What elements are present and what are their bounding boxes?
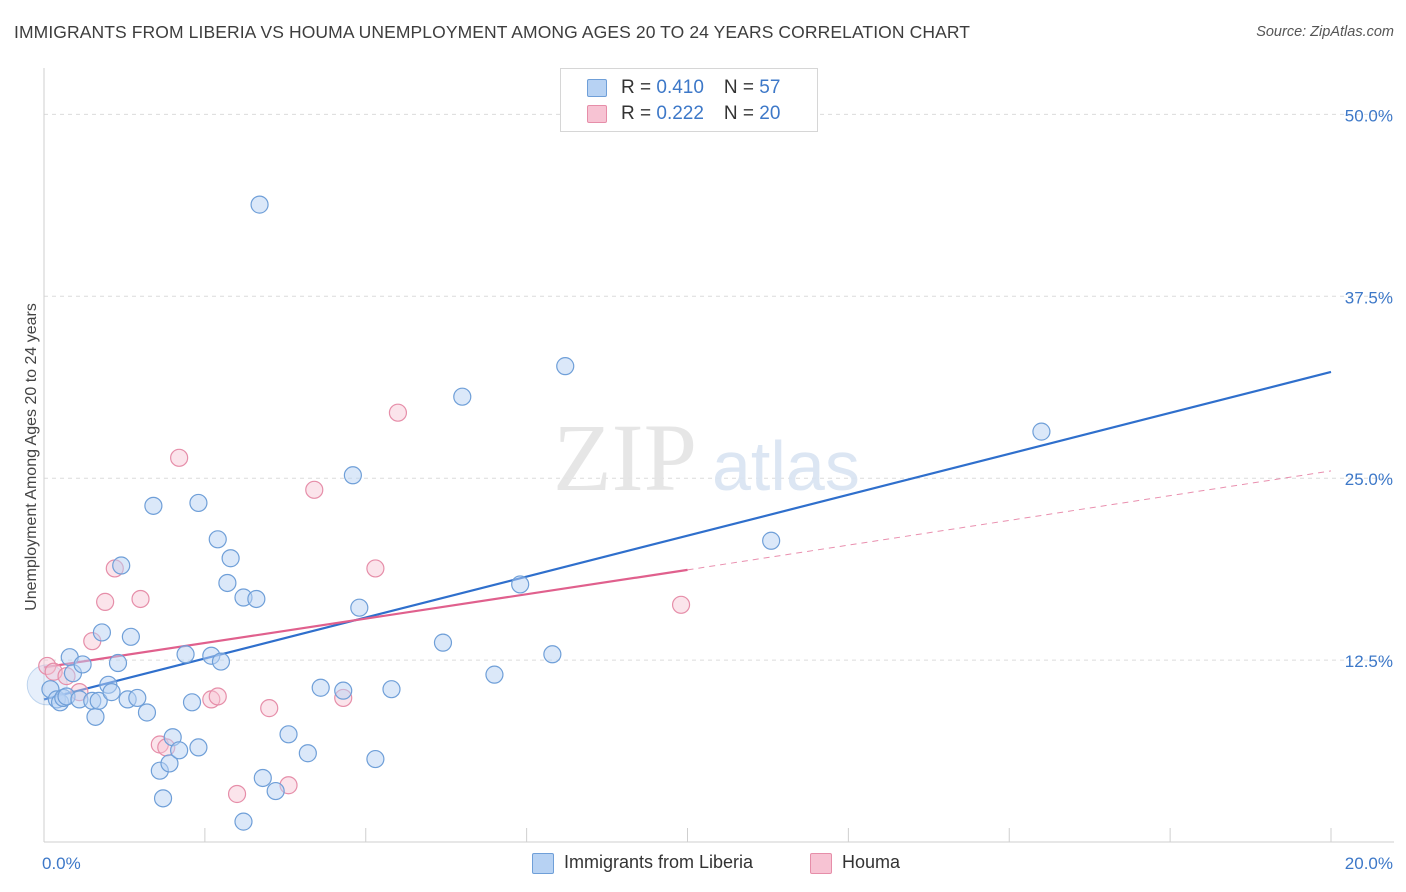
- data-point-liberia: [160, 754, 179, 773]
- bottom-legend-swatch-blue: [532, 853, 554, 874]
- data-point-liberia: [485, 665, 504, 684]
- data-point-liberia: [250, 195, 269, 214]
- data-point-liberia: [89, 691, 108, 710]
- legend-r-value: 0.222: [656, 103, 704, 124]
- data-point-liberia: [343, 466, 362, 485]
- trend-lines: [43, 370, 1332, 701]
- data-point-liberia: [334, 681, 353, 700]
- data-point-liberia: [153, 789, 173, 808]
- data-point-liberia: [170, 741, 189, 760]
- data-point-liberia: [279, 725, 298, 744]
- y-tick-label: 12.5%: [1345, 652, 1393, 671]
- data-point-liberia: [121, 627, 140, 646]
- legend-swatch-blue: [587, 79, 607, 97]
- y-tick-label: 50.0%: [1345, 106, 1393, 125]
- data-point-liberia: [221, 549, 240, 568]
- y-tick-label: 37.5%: [1345, 288, 1393, 307]
- bottom-legend-swatch-pink: [810, 853, 832, 874]
- legend-n-label: N =: [723, 77, 760, 98]
- watermark-atlas: atlas: [712, 427, 860, 505]
- data-point-houma: [305, 480, 324, 499]
- data-point-liberia: [102, 683, 121, 702]
- legend-n-value: 57: [759, 77, 781, 98]
- legend-r-label: R =: [621, 77, 657, 98]
- data-point-liberia: [128, 688, 147, 708]
- legend-n-value: 20: [759, 103, 781, 124]
- correlation-legend: R = 0.410 N = 57 R = 0.222 N = 20: [560, 68, 818, 132]
- data-point-liberia: [298, 744, 317, 763]
- y-tick-label: 25.0%: [1345, 470, 1393, 489]
- data-point-houma: [227, 784, 247, 804]
- x-tick-label: 20.0%: [1345, 854, 1393, 873]
- data-point-houma: [671, 595, 691, 614]
- data-point-liberia: [208, 530, 227, 549]
- data-point-liberia: [266, 781, 285, 801]
- data-point-liberia: [182, 693, 202, 712]
- chart-title: IMMIGRANTS FROM LIBERIA VS HOUMA UNEMPLO…: [14, 22, 971, 42]
- x-tick-label: 0.0%: [42, 854, 81, 873]
- data-point-liberia: [108, 653, 128, 673]
- data-point-houma: [260, 699, 279, 718]
- trend-line-liberia: [43, 370, 1332, 701]
- data-point-houma: [96, 592, 115, 611]
- data-point-liberia: [92, 623, 112, 642]
- data-point-liberia: [350, 598, 369, 617]
- data-point-liberia: [176, 645, 195, 664]
- data-point-liberia: [218, 573, 237, 593]
- grid-lines: [44, 113, 1394, 661]
- data-point-liberia: [311, 678, 330, 697]
- data-point-liberia: [556, 357, 575, 376]
- source-label: Source: ZipAtlas.com: [1256, 24, 1394, 40]
- data-point-houma: [366, 559, 385, 578]
- legend-r-value: 0.410: [656, 77, 704, 98]
- data-point-houma: [208, 687, 227, 706]
- data-point-liberia: [211, 652, 231, 671]
- tick-labels: 12.5% 25.0% 37.5% 50.0% 0.0% 20.0%: [42, 106, 1393, 873]
- data-point-liberia: [189, 493, 208, 513]
- data-point-houma: [131, 589, 150, 609]
- legend-swatch-pink: [587, 105, 607, 123]
- data-point-liberia: [112, 556, 131, 575]
- data-point-liberia: [253, 768, 272, 788]
- data-point-liberia: [86, 707, 105, 726]
- data-point-liberia: [247, 589, 266, 609]
- data-point-houma: [388, 403, 408, 422]
- legend-r-label: R =: [621, 103, 657, 124]
- data-point-liberia: [144, 496, 163, 515]
- legend-n-label: N =: [723, 103, 760, 124]
- trend-line-houma: [43, 568, 688, 669]
- data-point-liberia: [366, 749, 385, 769]
- data-point-liberia: [1032, 422, 1051, 441]
- watermark-zip: ZIP: [553, 404, 697, 511]
- data-point-liberia: [762, 531, 781, 550]
- bottom-legend-label: Immigrants from Liberia: [564, 852, 754, 872]
- data-point-liberia: [234, 812, 253, 831]
- y-axis-label: Unemployment Among Ages 20 to 24 years: [23, 303, 40, 611]
- watermark: ZIP atlas: [553, 404, 860, 511]
- data-point-liberia: [382, 680, 401, 699]
- data-point-liberia: [543, 645, 562, 664]
- data-points: [26, 195, 1051, 831]
- data-point-houma: [170, 448, 189, 467]
- data-point-liberia: [137, 703, 157, 722]
- data-point-liberia: [189, 738, 208, 757]
- trend-line-houma-extension: [687, 470, 1332, 571]
- bottom-legend-label: Houma: [842, 852, 901, 872]
- data-point-liberia: [73, 655, 92, 674]
- data-point-liberia: [511, 575, 530, 594]
- data-point-liberia: [453, 387, 472, 406]
- data-point-liberia: [433, 633, 453, 652]
- axes: [43, 68, 1394, 843]
